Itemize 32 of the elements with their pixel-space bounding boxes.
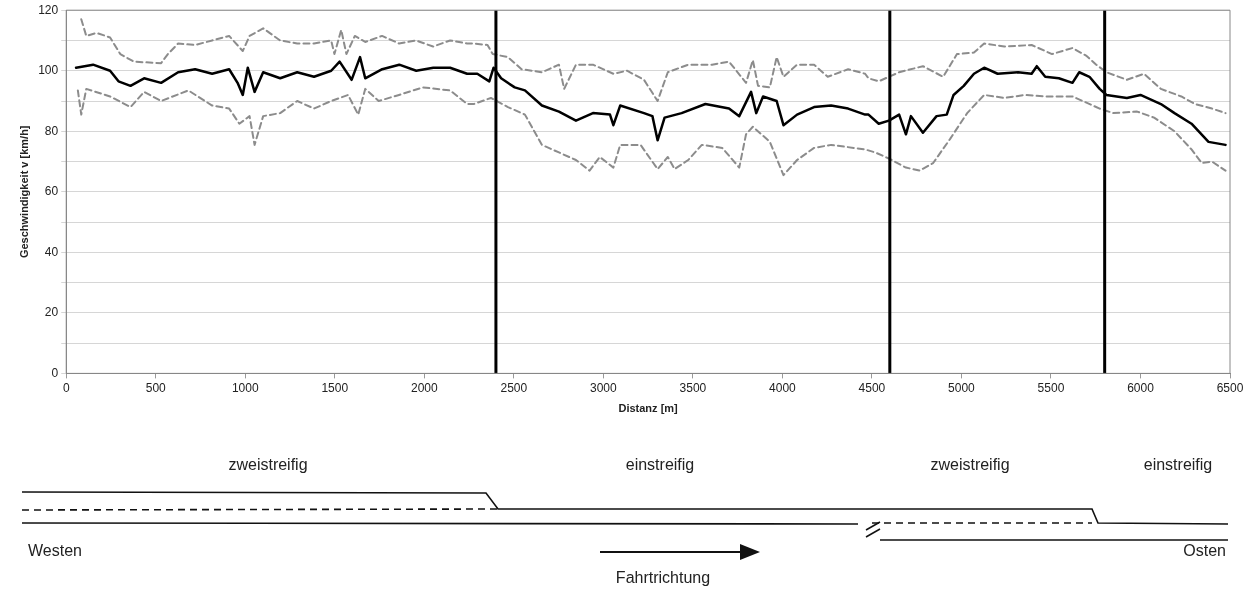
- text: Osten: [1183, 542, 1226, 560]
- x-tick-label: 0: [62, 380, 70, 395]
- y-tick-label: 40: [44, 244, 59, 259]
- x-tick-label: 500: [145, 380, 167, 395]
- x-tick-label: 4000: [769, 380, 797, 395]
- y-tick-label: 100: [38, 63, 59, 78]
- x-tick-label: 1000: [231, 380, 259, 395]
- text: Fahrtrichtung: [615, 569, 711, 587]
- x-tick-label: 1500: [321, 380, 349, 395]
- x-tick-label: 3500: [679, 380, 707, 395]
- y-tick-label: 20: [44, 305, 59, 320]
- x-tick-label: 5000: [948, 380, 976, 395]
- x-tick-label: 6500: [1216, 380, 1244, 395]
- y-tick-label: 60: [44, 184, 59, 199]
- x-axis-title: Distanz [m]: [618, 402, 679, 415]
- line-series: [80, 18, 1227, 115]
- text: zweistreifig: [228, 456, 308, 474]
- x-tick-label: 6000: [1127, 380, 1155, 395]
- text: Westen: [28, 542, 82, 560]
- text: einstreifig: [625, 456, 695, 474]
- x-tick-label: 3000: [590, 380, 618, 395]
- x-tick-label: 4500: [858, 380, 886, 395]
- line-series: [76, 86, 1227, 177]
- x-tick-label: 2000: [410, 380, 438, 395]
- y-tick-label: 120: [38, 2, 59, 17]
- y-tick-label: 80: [44, 123, 59, 138]
- text: zweistreifig: [930, 456, 1010, 474]
- y-tick-label: 0: [51, 365, 59, 380]
- x-tick-label: 5500: [1037, 380, 1065, 395]
- text: einstreifig: [1143, 456, 1213, 474]
- y-axis-title: Geschwindigkeit v [km/h]: [17, 125, 30, 259]
- x-tick-label: 2500: [500, 380, 528, 395]
